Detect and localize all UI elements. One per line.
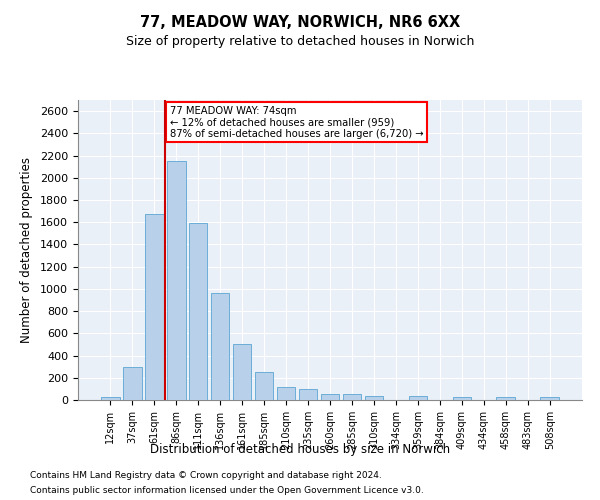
Bar — [277, 386, 295, 400]
Bar — [101, 397, 119, 400]
Bar — [233, 344, 251, 400]
Text: 77 MEADOW WAY: 74sqm
← 12% of detached houses are smaller (959)
87% of semi-deta: 77 MEADOW WAY: 74sqm ← 12% of detached h… — [170, 106, 423, 139]
Text: Size of property relative to detached houses in Norwich: Size of property relative to detached ho… — [126, 35, 474, 48]
Bar — [255, 372, 274, 400]
Bar — [320, 394, 340, 400]
Bar — [123, 366, 142, 400]
Text: Distribution of detached houses by size in Norwich: Distribution of detached houses by size … — [150, 442, 450, 456]
Text: Contains HM Land Registry data © Crown copyright and database right 2024.: Contains HM Land Registry data © Crown c… — [30, 471, 382, 480]
Bar — [299, 389, 317, 400]
Y-axis label: Number of detached properties: Number of detached properties — [20, 157, 33, 343]
Bar — [496, 397, 515, 400]
Bar — [189, 224, 208, 400]
Bar — [452, 397, 471, 400]
Bar — [167, 161, 185, 400]
Text: Contains public sector information licensed under the Open Government Licence v3: Contains public sector information licen… — [30, 486, 424, 495]
Bar — [409, 396, 427, 400]
Bar — [365, 396, 383, 400]
Bar — [211, 294, 229, 400]
Bar — [145, 214, 164, 400]
Text: 77, MEADOW WAY, NORWICH, NR6 6XX: 77, MEADOW WAY, NORWICH, NR6 6XX — [140, 15, 460, 30]
Bar — [541, 397, 559, 400]
Bar — [343, 394, 361, 400]
